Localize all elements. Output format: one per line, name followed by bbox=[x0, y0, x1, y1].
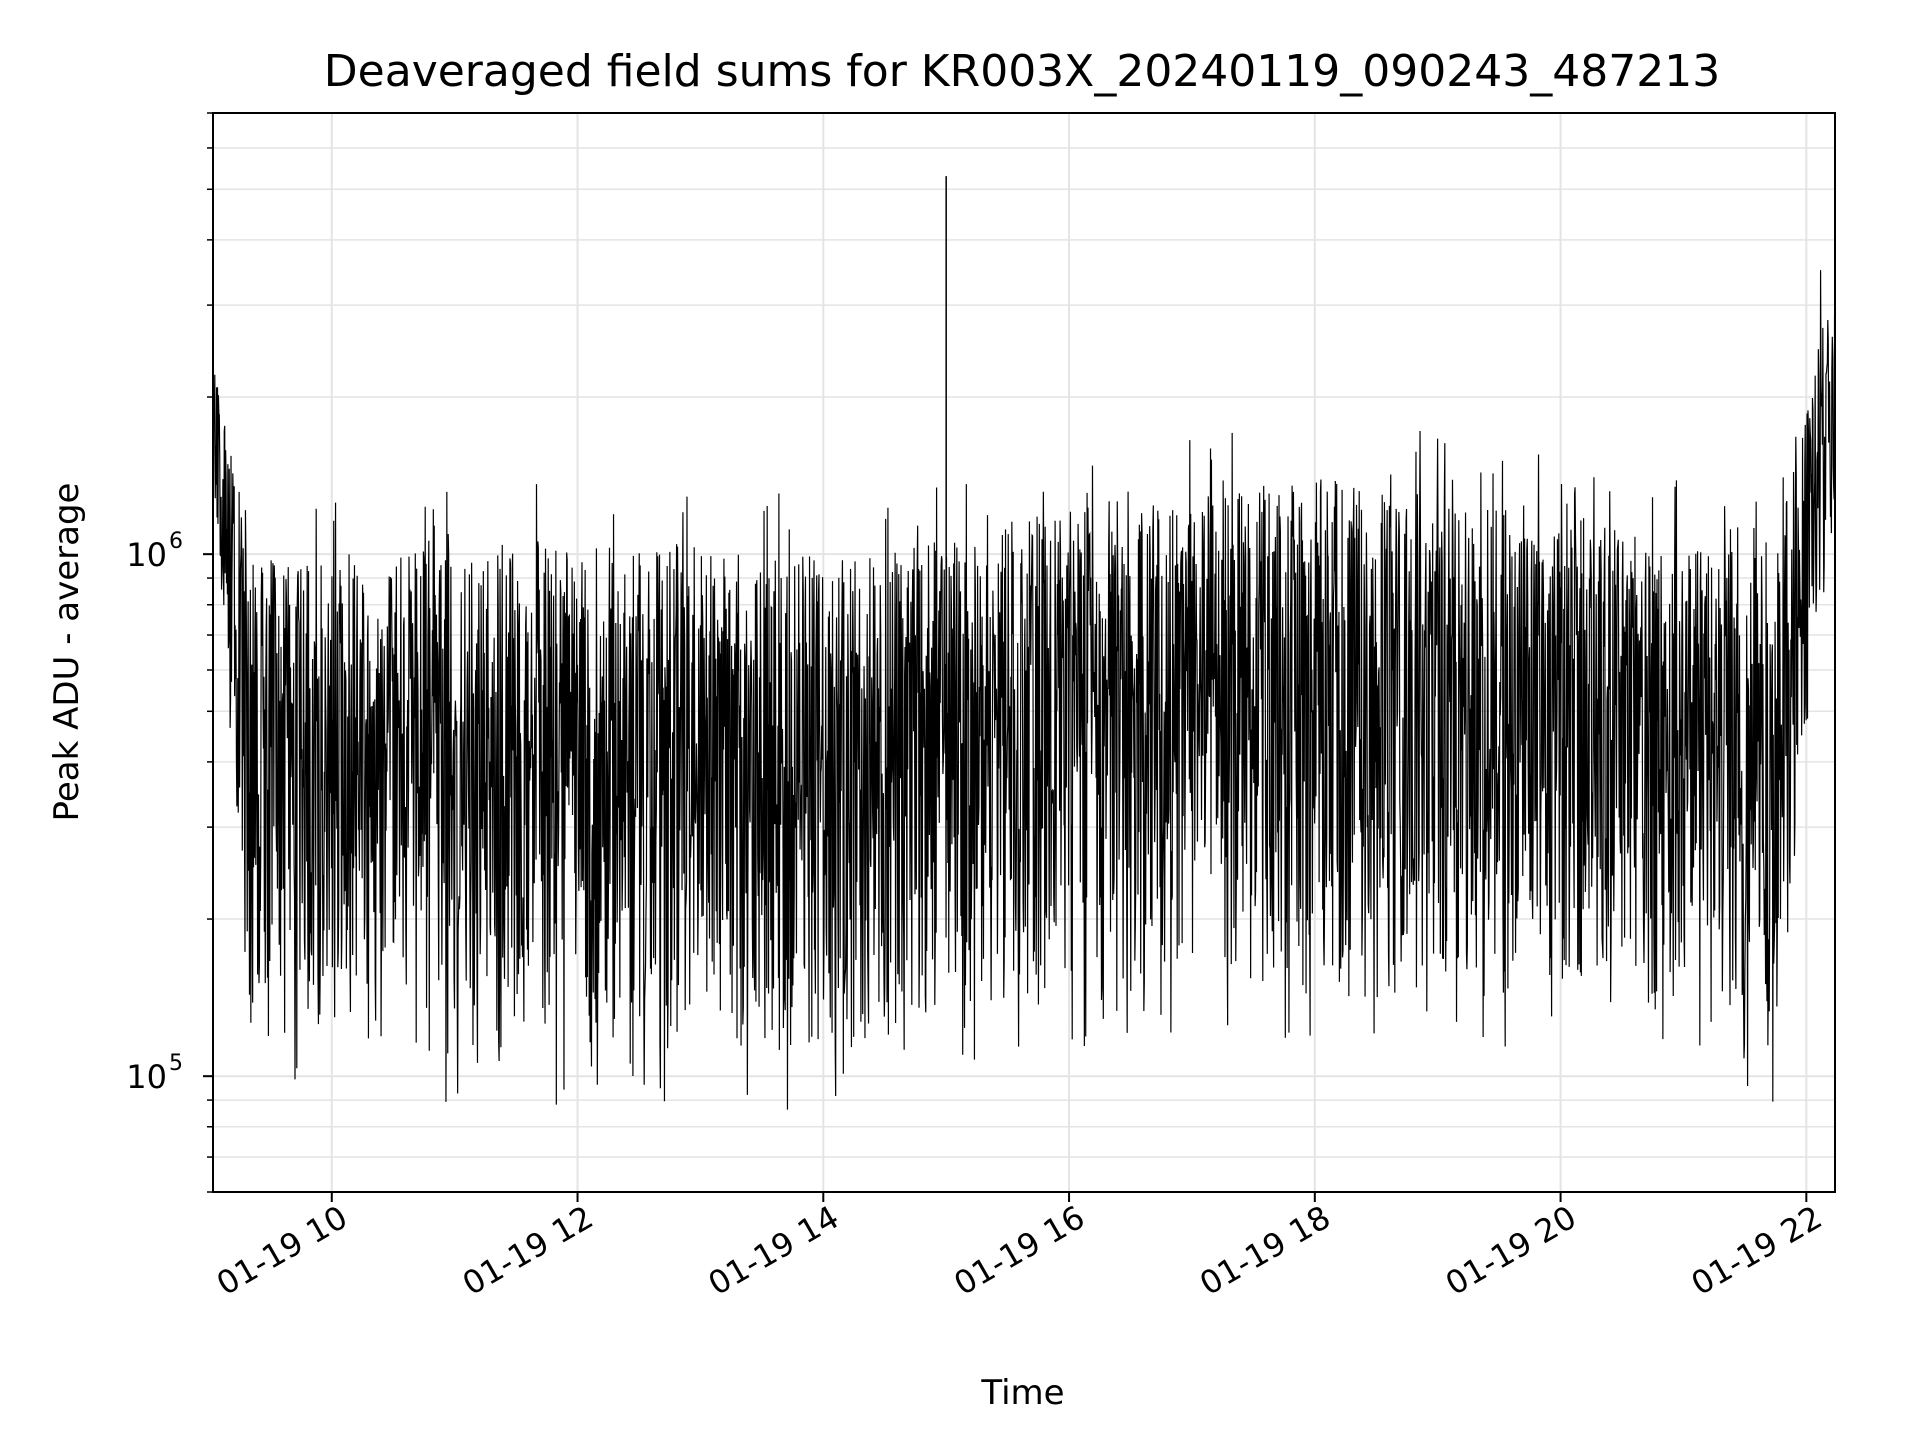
y-tick-label-exponent: 5 bbox=[169, 1051, 183, 1076]
x-axis-label: Time bbox=[980, 1373, 1064, 1413]
y-tick-label-exponent: 6 bbox=[169, 529, 183, 554]
y-axis-label: Peak ADU - average bbox=[47, 483, 87, 822]
plot-frame bbox=[212, 112, 1836, 1193]
y-minor-ticks bbox=[207, 112, 213, 1193]
y-tick-label: 10 bbox=[126, 1058, 167, 1096]
y-tick-label: 10 bbox=[126, 536, 167, 574]
chart-title: Deaveraged field sums for KR003X_2024011… bbox=[324, 46, 1720, 97]
series-line bbox=[212, 270, 1836, 1110]
plot-area bbox=[212, 176, 1836, 1110]
